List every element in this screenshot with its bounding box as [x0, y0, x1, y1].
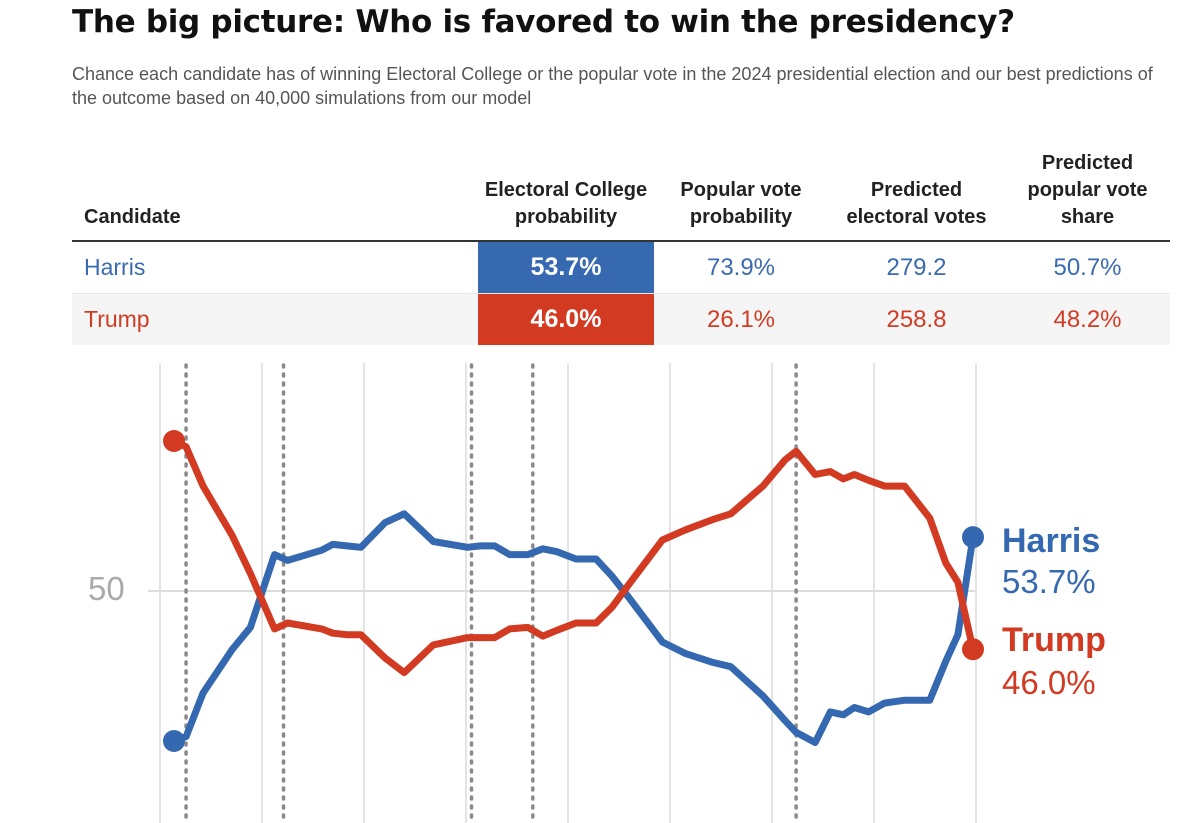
end-point-trump [962, 638, 984, 661]
probability-line-chart [148, 363, 984, 823]
chart-title: The big picture: Who is favored to win t… [72, 4, 1015, 40]
cell-pv-probability: 73.9% [654, 241, 828, 294]
series-line-trump [170, 437, 977, 677]
results-table: Candidate Electoral College probability … [72, 150, 1170, 345]
chart-subtitle: Chance each candidate has of winning Ele… [72, 64, 1153, 108]
start-point-trump [163, 430, 185, 452]
start-point-harris [163, 730, 185, 752]
col-header-pv-share: Predicted popular vote share [1027, 152, 1148, 228]
end-label-harris-value: 53.7% [1002, 563, 1096, 600]
series-line-harris [170, 510, 977, 746]
table-row-harris: Harris 53.7% 73.9% 279.2 50.7% [72, 241, 1170, 294]
col-header-electoral-votes: Predicted electoral votes [846, 179, 987, 228]
cell-pv-share: 48.2% [1005, 293, 1170, 345]
col-header-candidate: Candidate [84, 206, 181, 228]
col-header-ec-probability: Electoral College probability [484, 179, 648, 228]
end-label-harris-name: Harris [1002, 522, 1101, 560]
cell-candidate: Trump [72, 293, 478, 345]
table-header-row: Candidate Electoral College probability … [72, 150, 1170, 241]
end-point-harris [962, 526, 984, 549]
end-label-trump-value: 46.0% [1002, 664, 1096, 701]
y-tick-label-50: 50 [88, 570, 125, 607]
cell-candidate: Harris [72, 241, 478, 294]
cell-electoral-votes: 258.8 [828, 293, 1005, 345]
col-header-pv-probability: Popular vote probability [680, 179, 802, 228]
cell-ec-probability: 46.0% [478, 293, 654, 345]
cell-pv-share: 50.7% [1005, 241, 1170, 294]
cell-pv-probability: 26.1% [654, 293, 828, 345]
end-label-trump-name: Trump [1002, 621, 1106, 659]
cell-electoral-votes: 279.2 [828, 241, 1005, 294]
cell-ec-probability: 53.7% [478, 241, 654, 294]
table-row-trump: Trump 46.0% 26.1% 258.8 48.2% [72, 293, 1170, 345]
